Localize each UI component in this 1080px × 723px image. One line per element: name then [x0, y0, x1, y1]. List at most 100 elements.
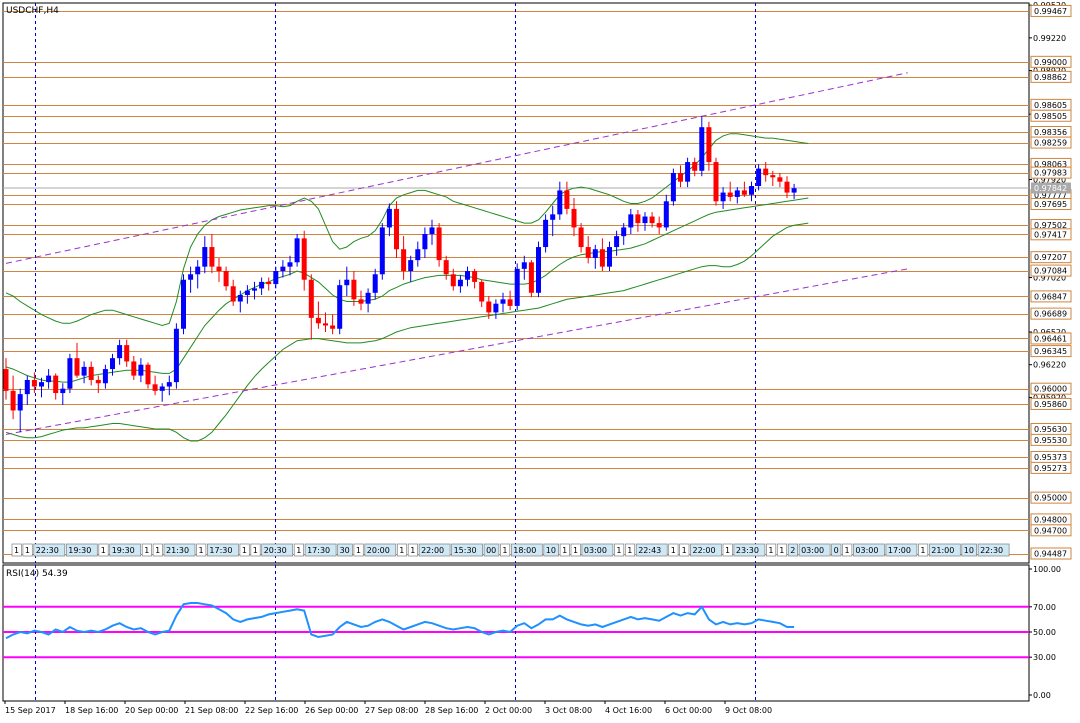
level-label: 0.97983	[1034, 169, 1067, 178]
level-label: 0.99000	[1034, 58, 1067, 67]
candle-body	[763, 168, 769, 176]
time-label: 3 Oct 08:00	[545, 706, 592, 715]
session-marker-label: 15:30	[454, 546, 477, 555]
session-marker	[364, 543, 397, 557]
channel-upper-line[interactable]	[5, 72, 908, 264]
candle-body	[521, 262, 527, 269]
candle-body	[358, 299, 364, 304]
session-marker-label: 22:30	[36, 546, 59, 555]
rsi-axis[interactable]: 100.00 70.00 50.00 30.00 0.00	[1029, 565, 1061, 700]
candle-body	[173, 328, 179, 383]
level-label-box	[1030, 433, 1072, 446]
session-marker-label: 1	[253, 546, 258, 555]
price-scale-label: 0.97020	[1033, 274, 1066, 283]
rsi-axis-label: 0.00	[1033, 691, 1051, 700]
band-lower	[5, 222, 809, 442]
candle-body	[252, 288, 257, 291]
candle-body	[259, 281, 265, 289]
session-marker-label: 18:00	[513, 546, 536, 555]
session-marker-label: 20:30	[264, 546, 287, 555]
rsi-panel[interactable]: RSI(14) 54.39	[2, 564, 1030, 702]
session-marker-label: 1	[242, 546, 247, 555]
price-scale-label: 0.97920	[1033, 175, 1066, 184]
candle-body	[330, 325, 336, 329]
level-label-box	[1030, 524, 1072, 537]
session-marker-label: 1	[25, 546, 30, 555]
session-marker-label: 0	[834, 546, 839, 555]
session-marker	[635, 543, 668, 557]
candle-body	[202, 247, 208, 267]
session-marker-label: 1	[573, 546, 578, 555]
candle-body	[315, 317, 321, 324]
session-marker-label: 1	[779, 546, 784, 555]
session-marker-label: 17:30	[307, 546, 330, 555]
candle-body	[145, 364, 151, 385]
time-axis[interactable]: 15 Sep 2017 18 Sep 16:00 20 Sep 00:00 21 Se…	[4, 701, 772, 715]
price-axis[interactable]: 0.995200.992200.989200.985200.979200.970…	[1029, 1, 1072, 560]
session-marker	[98, 543, 109, 557]
time-label: 2 Oct 00:00	[485, 706, 532, 715]
session-marker-label: 1	[671, 546, 676, 555]
candle-body	[479, 281, 485, 302]
level-label: 0.98505	[1034, 112, 1067, 121]
level-label: 0.94700	[1034, 526, 1067, 535]
candle-body	[720, 192, 726, 202]
candle-body	[614, 236, 620, 248]
candle-body	[727, 192, 733, 197]
candle-body	[216, 266, 222, 272]
level-label: 0.98605	[1034, 101, 1067, 110]
candle-body	[31, 379, 37, 387]
candle-body	[280, 266, 286, 272]
level-label-box	[1030, 251, 1072, 264]
candle-body	[514, 268, 520, 306]
session-marker	[733, 543, 766, 557]
session-marker	[570, 543, 581, 557]
candlesticks	[3, 116, 797, 433]
session-marker	[11, 543, 22, 557]
session-marker-label: 22:00	[421, 546, 444, 555]
candle-body	[791, 188, 797, 193]
session-marker-label: 20:00	[367, 546, 390, 555]
candle-body	[159, 386, 165, 391]
candle-body	[230, 286, 236, 302]
rsi-axis-label: 100.00	[1033, 565, 1061, 574]
candle-body	[195, 266, 201, 275]
channel-lower-line[interactable]	[5, 268, 908, 435]
candle-body	[10, 390, 16, 411]
candle-body	[678, 172, 683, 182]
level-label: 0.97084	[1034, 267, 1067, 276]
session-marker	[543, 543, 559, 557]
session-marker-label: 03:00	[855, 546, 878, 555]
level-label-box	[1030, 290, 1072, 303]
session-markers-row: 1 1 22:30 19:30 1 19:30 1 1 21:30 1 17:30 1 1 20:30 1 1…	[11, 543, 1010, 557]
session-marker	[141, 543, 152, 557]
session-marker	[668, 543, 679, 557]
session-marker-label: 1	[14, 546, 19, 555]
time-label: 27 Sep 08:00	[365, 706, 418, 715]
candle-body	[528, 262, 534, 293]
candle-body	[102, 369, 108, 384]
main-price-panel[interactable]: 1 1 22:30 19:30 1 19:30 1 1 21:30 1 17:30 1 1 20:30 1 1…	[2, 2, 1030, 564]
trend-channel[interactable]	[5, 72, 908, 435]
level-label: 0.95000	[1034, 494, 1067, 503]
session-marker-label: 10	[546, 546, 556, 555]
session-marker-label: 1	[920, 546, 925, 555]
chart-title: USDCHF,H4	[6, 6, 59, 16]
time-label: 21 Sep 08:00	[185, 706, 238, 715]
candle-body	[60, 388, 66, 394]
candle-body	[770, 175, 776, 178]
candle-body	[536, 247, 541, 293]
session-marker	[679, 543, 690, 557]
candle-body	[564, 190, 570, 209]
candle-body	[663, 201, 669, 228]
candle-body	[642, 216, 648, 224]
session-marker-label: 22:30	[980, 546, 1003, 555]
session-marker-label: 17:30	[209, 546, 232, 555]
candle-body	[699, 127, 705, 171]
session-marker	[581, 543, 614, 557]
session-marker-label: 03:00	[801, 546, 824, 555]
candle-body	[53, 375, 59, 394]
level-label: 0.96461	[1034, 334, 1067, 343]
session-marker-label: 1	[144, 546, 149, 555]
